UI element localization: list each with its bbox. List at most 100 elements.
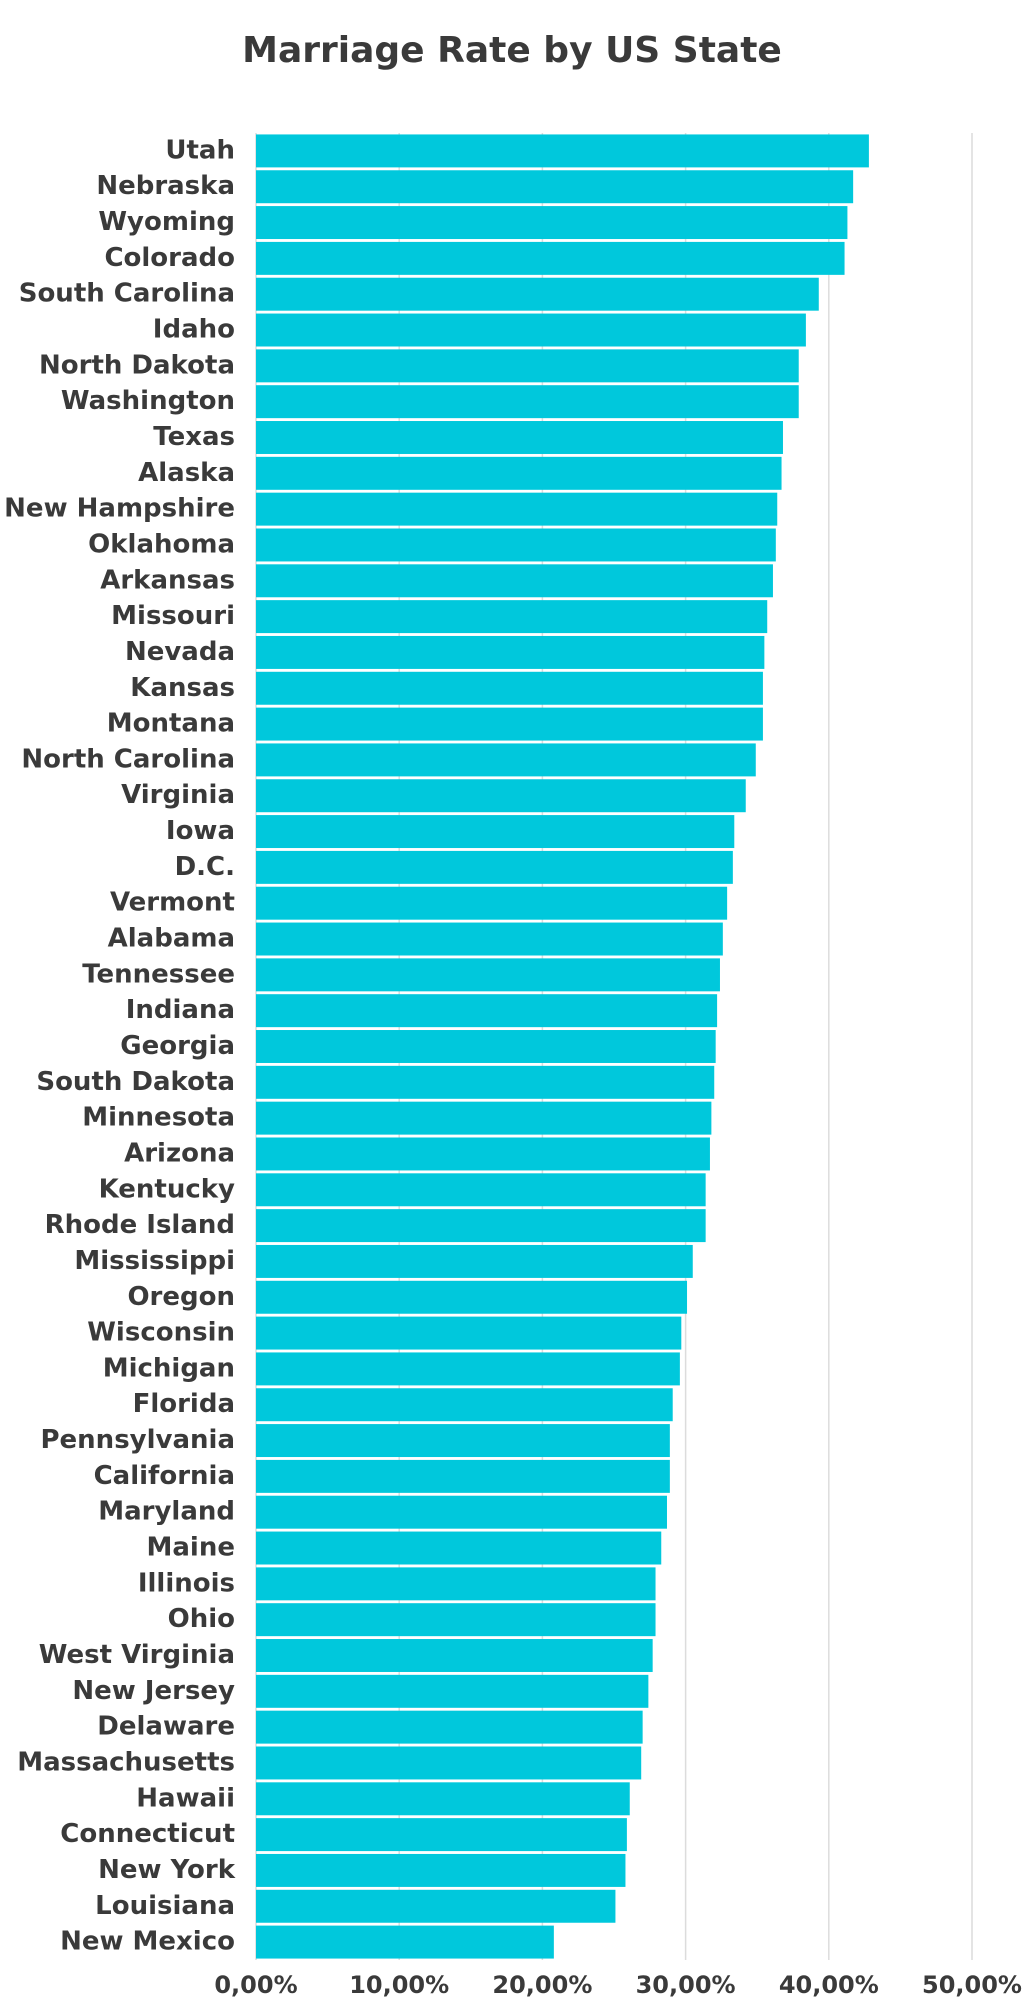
bar bbox=[256, 349, 799, 383]
bar bbox=[256, 1782, 630, 1816]
y-tick-label: Washington bbox=[61, 386, 235, 416]
y-tick-label: New Hampshire bbox=[4, 494, 235, 524]
y-tick-label: South Dakota bbox=[36, 1067, 235, 1097]
y-tick-label: Missouri bbox=[111, 601, 235, 631]
bar bbox=[256, 1209, 706, 1243]
bar bbox=[256, 241, 845, 275]
bar bbox=[256, 1674, 649, 1708]
y-tick-label: West Virginia bbox=[39, 1640, 235, 1670]
y-tick-label: Louisiana bbox=[95, 1891, 235, 1921]
bar bbox=[256, 1101, 712, 1135]
y-tick-label: Arizona bbox=[124, 1138, 235, 1168]
y-tick-label: Virginia bbox=[121, 780, 235, 810]
y-tick-label: Rhode Island bbox=[45, 1210, 235, 1240]
bar bbox=[256, 1352, 680, 1386]
y-tick-label: Illinois bbox=[138, 1568, 235, 1598]
bar bbox=[256, 1603, 656, 1637]
bar bbox=[256, 1173, 706, 1207]
bar bbox=[256, 1388, 673, 1422]
bar bbox=[256, 600, 768, 634]
y-tick-label: Florida bbox=[133, 1389, 235, 1419]
bar bbox=[256, 1639, 653, 1672]
bar bbox=[256, 994, 718, 1028]
bar bbox=[256, 1889, 616, 1923]
y-tick-label: New Mexico bbox=[60, 1927, 235, 1957]
y-tick-label: Tennessee bbox=[82, 959, 235, 989]
y-tick-label: Montana bbox=[107, 709, 235, 739]
x-tick-label: 20,00% bbox=[492, 1971, 592, 1999]
bar bbox=[256, 958, 720, 992]
y-tick-label: Nevada bbox=[125, 637, 235, 667]
bar bbox=[256, 1244, 693, 1278]
bar bbox=[256, 1030, 716, 1063]
bar bbox=[256, 1137, 710, 1171]
bar bbox=[256, 1818, 627, 1852]
y-tick-label: Mississippi bbox=[74, 1246, 235, 1276]
bar bbox=[256, 850, 733, 884]
bar bbox=[256, 1280, 688, 1314]
bar bbox=[256, 1925, 554, 1959]
y-tick-label: Ohio bbox=[168, 1604, 235, 1634]
y-tick-label: California bbox=[94, 1461, 235, 1491]
bar bbox=[256, 815, 735, 849]
y-tick-label: Pennsylvania bbox=[40, 1425, 235, 1455]
bar bbox=[256, 421, 783, 454]
y-tick-label: Iowa bbox=[166, 816, 235, 846]
bar bbox=[256, 922, 723, 956]
bar bbox=[256, 206, 848, 240]
y-tick-label: Michigan bbox=[103, 1353, 235, 1383]
bar bbox=[256, 886, 728, 920]
bar bbox=[256, 1495, 667, 1529]
bar bbox=[256, 277, 819, 311]
bar bbox=[256, 1065, 715, 1099]
bar bbox=[256, 1459, 670, 1493]
y-tick-label: Maryland bbox=[98, 1497, 235, 1527]
y-tick-label: North Carolina bbox=[21, 744, 235, 774]
y-tick-label: Indiana bbox=[126, 995, 235, 1025]
chart-title: Marriage Rate by US State bbox=[242, 30, 782, 71]
y-tick-label: Oregon bbox=[127, 1282, 235, 1312]
bar bbox=[256, 707, 763, 741]
y-tick-label: Wisconsin bbox=[87, 1318, 235, 1348]
y-tick-label: Texas bbox=[153, 422, 235, 452]
y-tick-label: D.C. bbox=[175, 852, 235, 882]
y-tick-label: Oklahoma bbox=[88, 529, 235, 559]
bar bbox=[256, 134, 869, 168]
y-tick-label: Kansas bbox=[130, 673, 235, 703]
bar bbox=[256, 1531, 662, 1565]
bar bbox=[256, 779, 746, 813]
bar bbox=[256, 170, 854, 204]
y-tick-label: North Dakota bbox=[39, 350, 235, 380]
bar bbox=[256, 456, 782, 490]
bar bbox=[256, 492, 778, 526]
y-tick-label: Idaho bbox=[153, 315, 235, 345]
x-tick-label: 30,00% bbox=[636, 1971, 736, 1999]
x-tick-label: 50,00% bbox=[922, 1971, 1022, 1999]
y-tick-label: Connecticut bbox=[60, 1819, 235, 1849]
x-tick-label: 40,00% bbox=[779, 1971, 879, 1999]
bar bbox=[256, 1746, 642, 1780]
y-tick-label: Colorado bbox=[104, 243, 235, 273]
y-tick-label: Arkansas bbox=[100, 565, 235, 595]
x-tick-label: 0,00% bbox=[214, 1971, 297, 1999]
y-tick-label: Wyoming bbox=[98, 207, 235, 237]
y-tick-label: Maine bbox=[147, 1533, 235, 1563]
x-tick-label: 10,00% bbox=[349, 1971, 449, 1999]
y-tick-label: South Carolina bbox=[19, 279, 235, 309]
y-tick-label: Hawaii bbox=[136, 1783, 235, 1813]
y-tick-label: Alabama bbox=[108, 924, 235, 954]
y-tick-label: Massachusetts bbox=[17, 1747, 235, 1777]
bar bbox=[256, 385, 799, 419]
y-tick-label: Delaware bbox=[97, 1712, 235, 1742]
y-tick-label: Vermont bbox=[110, 888, 235, 918]
bar bbox=[256, 564, 773, 598]
y-tick-label: Kentucky bbox=[99, 1174, 235, 1204]
y-tick-label: New York bbox=[98, 1855, 236, 1885]
y-tick-label: Alaska bbox=[138, 458, 235, 488]
bar bbox=[256, 635, 765, 669]
y-tick-label: Minnesota bbox=[82, 1103, 235, 1133]
bar bbox=[256, 1710, 643, 1744]
bar bbox=[256, 528, 776, 562]
y-tick-label: Georgia bbox=[120, 1031, 235, 1061]
